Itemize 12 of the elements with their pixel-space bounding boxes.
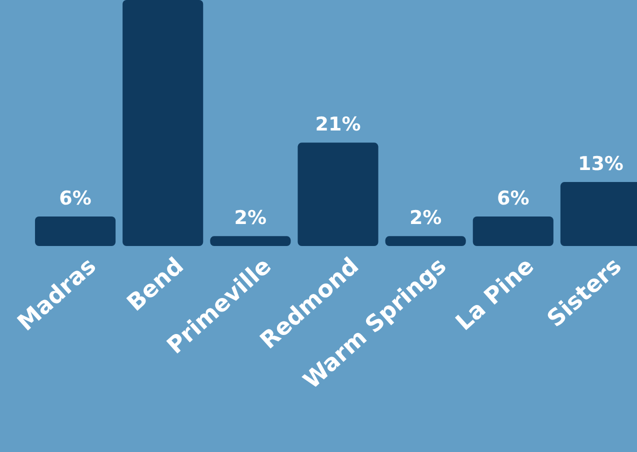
bar xyxy=(472,216,554,246)
bar xyxy=(122,0,204,246)
data-label: 13% xyxy=(578,153,624,176)
data-label: 6% xyxy=(497,187,530,210)
bar xyxy=(385,236,466,246)
data-label: 2% xyxy=(409,207,442,230)
data-label: 21% xyxy=(315,114,361,136)
data-label: 6% xyxy=(59,187,92,210)
bar xyxy=(298,142,378,246)
data-label: 2% xyxy=(234,207,267,230)
bar xyxy=(210,236,291,246)
bar xyxy=(35,216,116,246)
